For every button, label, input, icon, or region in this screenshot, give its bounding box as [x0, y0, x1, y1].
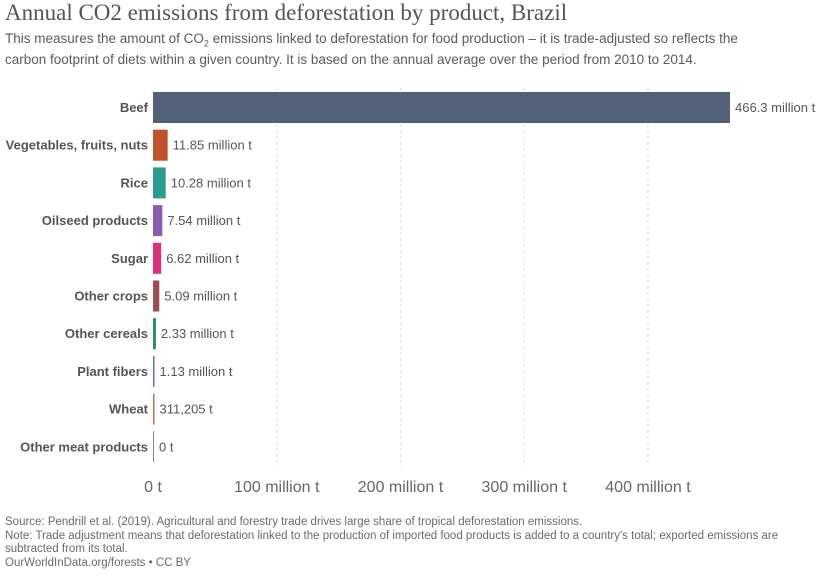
bar[interactable] [153, 92, 730, 123]
bar[interactable] [153, 242, 162, 274]
subtitle-part2: emissions linked to deforestation for fo… [5, 31, 738, 67]
category-label: Plant fibers [77, 364, 148, 379]
value-label: 2.33 million t [161, 326, 234, 341]
value-label: 311,205 t [160, 402, 214, 417]
value-label: 466.3 million t [735, 100, 816, 115]
bar[interactable] [153, 355, 155, 387]
bar[interactable] [153, 280, 160, 312]
chart-footer: Source: Pendrill et al. (2019). Agricult… [5, 516, 810, 570]
bar[interactable] [153, 129, 168, 161]
value-label: 5.09 million t [164, 289, 237, 304]
bar[interactable] [153, 318, 156, 350]
trade-note: Note: Trade adjustment means that defore… [5, 529, 779, 556]
x-tick-label: 100 million t [234, 479, 320, 496]
value-label: 0 t [159, 439, 174, 454]
x-tick-label: 200 million t [358, 479, 444, 496]
value-label: 10.28 million t [171, 175, 252, 190]
x-tick-label: 400 million t [605, 479, 691, 496]
x-axis-ticks: 0 t 100 million t 200 million t 300 million… [144, 479, 691, 496]
bar[interactable] [153, 205, 163, 237]
x-tick-label: 0 t [144, 479, 162, 496]
value-label: 1.13 million t [160, 364, 233, 379]
bars: Beef 466.3 million t Vegetables, fruits, n… [6, 92, 816, 463]
category-label: Rice [121, 175, 148, 190]
category-label: Other meat products [20, 439, 148, 454]
category-label: Other cereals [65, 326, 148, 341]
credit-link[interactable]: OurWorldInData.org/forests • CC BY [5, 556, 191, 569]
chart-title: Annual CO2 emissions from deforestation … [5, 0, 568, 25]
subtitle-part1: This measures the amount of CO [5, 31, 204, 46]
category-label: Oilseed products [42, 213, 148, 228]
bar[interactable] [153, 167, 166, 199]
bar[interactable] [153, 393, 155, 425]
chart-subtitle: This measures the amount of CO2 emission… [5, 31, 745, 67]
category-label: Other crops [74, 289, 148, 304]
bar-chart: Beef 466.3 million t Vegetables, fruits, n… [6, 88, 816, 496]
category-label: Wheat [109, 402, 149, 417]
subtitle-subscript: 2 [203, 38, 209, 49]
value-label: 7.54 million t [167, 213, 240, 228]
x-tick-label: 300 million t [482, 479, 568, 496]
value-label: 11.85 million t [173, 138, 253, 153]
category-label: Sugar [111, 251, 148, 266]
value-label: 6.62 million t [166, 251, 239, 266]
source-note: Source: Pendrill et al. (2019). Agricult… [5, 516, 583, 528]
bar[interactable] [153, 431, 154, 463]
gridlines [276, 88, 649, 467]
category-label: Beef [120, 100, 149, 115]
category-label: Vegetables, fruits, nuts [6, 138, 148, 153]
